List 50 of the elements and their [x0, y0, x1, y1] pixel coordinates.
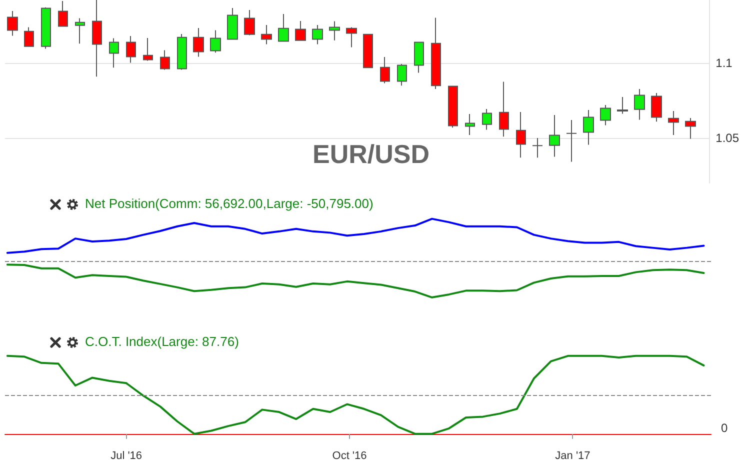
candlestick — [397, 64, 407, 86]
candlestick — [583, 109, 594, 146]
candlestick — [431, 17, 441, 90]
candlestick — [482, 108, 492, 130]
candlestick — [329, 20, 340, 41]
candlestick — [7, 10, 18, 36]
candlestick — [414, 42, 424, 74]
candlestick — [566, 120, 577, 162]
candlestick — [126, 36, 136, 64]
candlestick — [668, 110, 679, 136]
candlestick — [516, 112, 526, 158]
candlestick — [685, 118, 696, 140]
candlestick — [143, 37, 153, 62]
candlestick — [600, 104, 611, 126]
candlestick — [244, 10, 255, 36]
candlestick — [651, 92, 662, 122]
candlestick — [261, 24, 272, 45]
candlestick — [380, 56, 390, 84]
candlestick — [193, 28, 204, 58]
candlestick — [346, 26, 357, 48]
y-tick-label: 1.05 — [716, 131, 740, 145]
x-tick-label: Oct '16 — [332, 450, 367, 462]
candlestick — [109, 38, 119, 68]
candlestick — [465, 114, 475, 136]
candlestick — [41, 6, 51, 50]
candlestick — [295, 20, 306, 41]
candlestick — [75, 18, 85, 44]
candlestick — [24, 26, 34, 47]
candlestick — [278, 13, 289, 42]
candlestick — [92, 0, 102, 78]
x-tick-label: Jul '16 — [110, 450, 142, 462]
x-tick-label: Jan '17 — [555, 450, 590, 462]
chart-title: C.O.T. Index(Large: 87.76) — [85, 334, 239, 349]
candlestick — [363, 34, 373, 68]
y-tick-label: 1.1 — [716, 56, 733, 70]
candlestick — [549, 114, 560, 158]
candlestick — [532, 138, 543, 158]
text: 0 — [721, 420, 728, 435]
candlestick — [448, 86, 458, 128]
candlestick — [58, 0, 68, 27]
candlestick — [634, 88, 645, 120]
text: EUR/USD — [312, 139, 430, 169]
candlestick — [499, 81, 509, 138]
chart-title: Net Position(Comm: 56,692.00,Large: -50,795.00) — [85, 196, 374, 211]
candlestick — [227, 7, 238, 40]
candlestick — [312, 24, 323, 45]
candlestick — [160, 50, 170, 70]
candlestick — [210, 30, 221, 54]
candlestick — [177, 34, 187, 70]
candlestick — [617, 96, 628, 114]
